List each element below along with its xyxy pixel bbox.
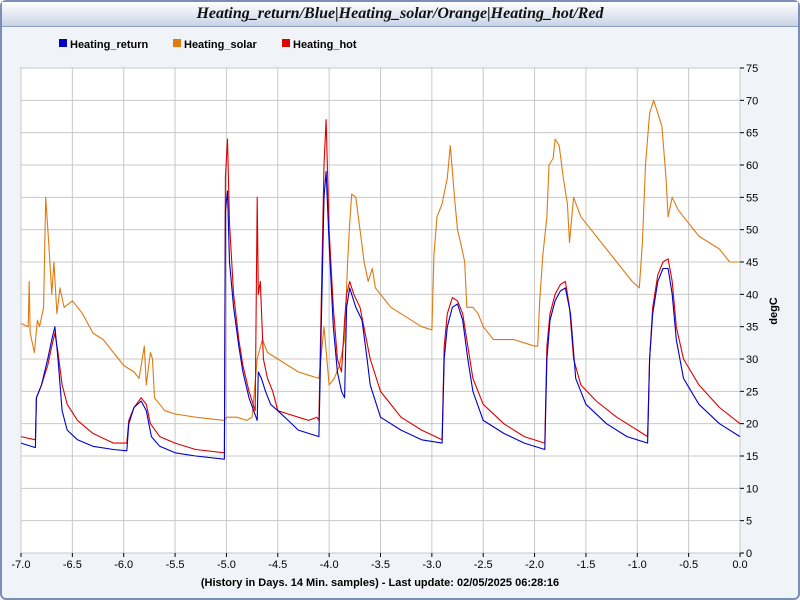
y-tick-label: 15 (746, 451, 758, 463)
x-tick-label: -1.0 (628, 559, 647, 571)
legend-swatch (59, 39, 67, 47)
x-tick-label: -3.0 (422, 559, 441, 571)
x-tick-label: 0.0 (732, 559, 747, 571)
legend-swatch (173, 39, 181, 47)
legend-label: Heating_solar (184, 39, 257, 51)
y-tick-label: 50 (746, 225, 758, 237)
x-tick-label: -2.5 (474, 559, 493, 571)
legend-label: Heating_return (70, 39, 149, 51)
series-line-heating-solar (20, 99, 740, 421)
x-axis-label: (History in Days. 14 Min. samples) - Las… (201, 577, 559, 589)
y-tick-label: 40 (746, 289, 758, 301)
x-tick-label: -4.0 (320, 559, 339, 571)
title-bar: Heating_return/Blue|Heating_solar/Orange… (2, 2, 798, 27)
series-line-heating-return (20, 170, 741, 460)
chart-title: Heating_return/Blue|Heating_solar/Orange… (196, 5, 604, 22)
y-tick-label: 75 (746, 63, 758, 75)
x-tick-label: -5.5 (166, 559, 185, 571)
y-tick-label: 65 (746, 128, 758, 140)
y-tick-label: 45 (746, 257, 758, 269)
y-tick-label: 35 (746, 322, 758, 334)
series-lines (20, 99, 741, 460)
x-tick-label: -3.5 (371, 559, 390, 571)
x-tick-label: -0.5 (679, 559, 698, 571)
legend-label: Heating_hot (293, 39, 357, 51)
x-tick-label: -4.5 (268, 559, 287, 571)
y-tick-label: 70 (746, 95, 758, 107)
legend: Heating_return Heating_solar Heating_hot (59, 39, 357, 51)
y-tick-label: 60 (746, 160, 758, 172)
y-tick-label: 30 (746, 354, 758, 366)
x-tick-label: -6.5 (63, 559, 82, 571)
y-tick-label: 20 (746, 419, 758, 431)
y-axis-ticks: 0 5 10 15 20 25 30 35 40 45 50 55 60 65 70 75 (740, 63, 758, 560)
x-tick-label: -7.0 (12, 559, 31, 571)
y-tick-label: 55 (746, 192, 758, 204)
x-tick-label: -1.5 (576, 559, 595, 571)
y-tick-label: 25 (746, 386, 758, 398)
x-tick-label: -2.0 (525, 559, 544, 571)
series-line-heating-hot (20, 119, 741, 454)
gridlines (20, 67, 741, 554)
y-tick-label: 0 (746, 548, 752, 560)
y-tick-label: 10 (746, 483, 758, 495)
legend-swatch (282, 39, 290, 47)
x-tick-label: -5.0 (217, 559, 236, 571)
y-axis-label: degC (768, 297, 780, 325)
x-tick-label: -6.0 (114, 559, 133, 571)
y-tick-label: 5 (746, 516, 752, 528)
x-axis-ticks: -7.0 -6.5 -6.0 -5.5 -5.0 -4.5 -4.0 -3.5 -3.0 -2.5… (12, 553, 748, 571)
